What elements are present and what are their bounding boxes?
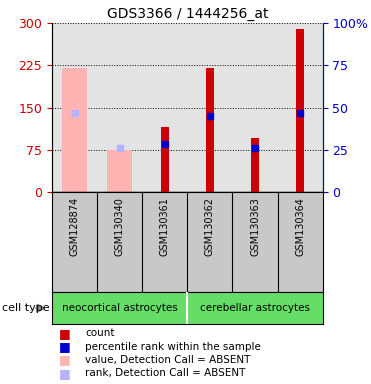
Bar — [296, 29, 304, 192]
Bar — [278, 23, 323, 192]
Title: GDS3366 / 1444256_at: GDS3366 / 1444256_at — [106, 7, 268, 21]
Bar — [161, 127, 169, 192]
Text: GSM130363: GSM130363 — [250, 197, 260, 256]
Bar — [107, 150, 132, 192]
Bar — [97, 23, 142, 192]
Text: cell type: cell type — [2, 303, 49, 313]
Text: GSM130364: GSM130364 — [295, 197, 305, 256]
Text: ■: ■ — [59, 354, 71, 366]
Bar — [52, 292, 187, 324]
Text: rank, Detection Call = ABSENT: rank, Detection Call = ABSENT — [85, 368, 246, 379]
Text: count: count — [85, 328, 115, 338]
Bar — [62, 68, 87, 192]
Text: GSM130361: GSM130361 — [160, 197, 170, 256]
Text: ■: ■ — [59, 367, 71, 380]
Bar — [206, 68, 214, 192]
Bar — [187, 292, 323, 324]
Bar — [142, 23, 187, 192]
Text: GSM130362: GSM130362 — [205, 197, 215, 256]
Bar — [187, 23, 233, 192]
Text: GSM130340: GSM130340 — [115, 197, 125, 256]
Text: percentile rank within the sample: percentile rank within the sample — [85, 341, 261, 352]
Bar — [52, 23, 97, 192]
Text: neocortical astrocytes: neocortical astrocytes — [62, 303, 177, 313]
Bar — [233, 23, 278, 192]
Bar — [251, 139, 259, 192]
Text: ■: ■ — [59, 327, 71, 339]
Text: ■: ■ — [59, 340, 71, 353]
Text: value, Detection Call = ABSENT: value, Detection Call = ABSENT — [85, 355, 251, 365]
Text: GSM128874: GSM128874 — [69, 197, 79, 256]
Text: cerebellar astrocytes: cerebellar astrocytes — [200, 303, 310, 313]
